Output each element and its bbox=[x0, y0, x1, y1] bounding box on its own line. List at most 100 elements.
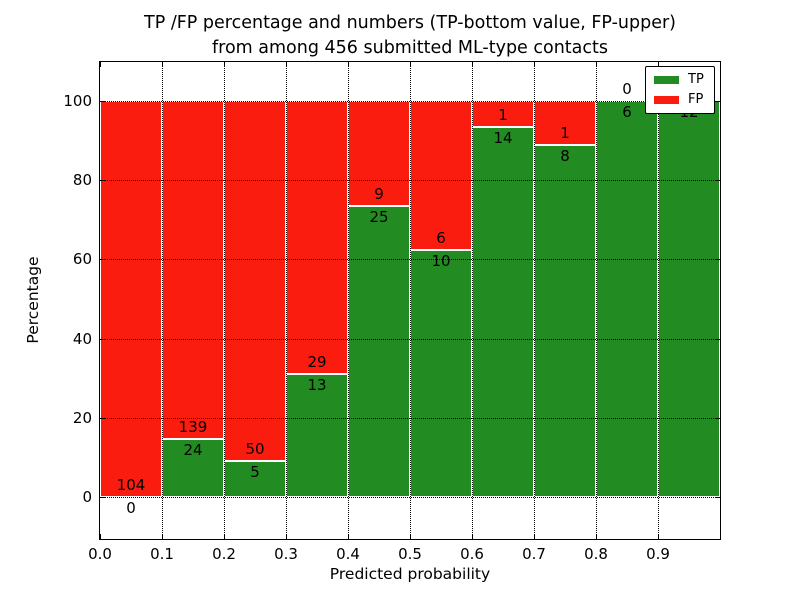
y-tick-mark bbox=[715, 497, 720, 498]
y-tick-mark bbox=[715, 101, 720, 102]
chart-title-line2: from among 456 submitted ML-type contact… bbox=[212, 38, 608, 58]
tp-count-label: 0 bbox=[126, 499, 136, 517]
legend-label: TP bbox=[688, 72, 704, 87]
x-tick-mark bbox=[658, 62, 659, 67]
fp-count-label: 1 bbox=[560, 124, 570, 142]
legend-entry-tp: TP bbox=[654, 73, 706, 87]
x-tick-label: 0.0 bbox=[88, 545, 112, 563]
tp-count-label: 24 bbox=[183, 440, 203, 459]
x-tick-mark bbox=[534, 62, 535, 67]
x-tick-mark bbox=[472, 534, 473, 539]
tp-count-label: 14 bbox=[493, 129, 513, 148]
tp-count-label: 5 bbox=[250, 463, 260, 481]
x-tick-mark bbox=[100, 534, 101, 539]
bar-tp-segment bbox=[348, 205, 410, 497]
x-tick-mark bbox=[658, 534, 659, 539]
tp-count-label: 10 bbox=[431, 251, 451, 270]
x-tick-label: 0.9 bbox=[646, 545, 670, 563]
x-tick-label: 0.3 bbox=[274, 545, 298, 563]
v-gridline bbox=[162, 62, 163, 539]
y-tick-mark bbox=[100, 497, 105, 498]
bar-tp-segment bbox=[658, 101, 720, 497]
x-tick-mark bbox=[348, 62, 349, 67]
bar-fp-segment bbox=[410, 101, 472, 250]
v-gridline bbox=[472, 62, 473, 539]
x-tick-mark bbox=[162, 534, 163, 539]
x-tick-mark bbox=[224, 534, 225, 539]
y-tick-mark bbox=[715, 417, 720, 419]
fp-count-label: 139 bbox=[178, 417, 208, 436]
y-tick-mark bbox=[715, 338, 720, 340]
chart-title: TP /FP percentage and numbers (TP-bottom… bbox=[100, 11, 720, 61]
tp-count-label: 6 bbox=[622, 103, 632, 121]
y-tick-label: 40 bbox=[72, 329, 92, 348]
bar-fp-segment bbox=[100, 101, 162, 497]
y-tick-mark bbox=[100, 417, 105, 419]
x-axis-label: Predicted probability bbox=[329, 565, 491, 583]
fp-count-label: 104 bbox=[116, 476, 146, 494]
x-tick-mark bbox=[348, 534, 349, 539]
x-tick-label: 0.1 bbox=[150, 545, 174, 563]
chart-title-line1: TP /FP percentage and numbers (TP-bottom… bbox=[144, 13, 676, 33]
fp-count-label: 6 bbox=[436, 228, 446, 247]
tp-count-label: 13 bbox=[307, 376, 327, 395]
y-tick-mark bbox=[100, 259, 105, 261]
legend-label: FP bbox=[688, 92, 704, 107]
y-tick-label: 20 bbox=[72, 408, 92, 427]
v-gridline bbox=[596, 62, 597, 539]
bar-fp-segment bbox=[224, 101, 286, 461]
bar-tp-segment bbox=[534, 145, 596, 497]
x-tick-label: 0.8 bbox=[584, 545, 608, 563]
x-tick-mark bbox=[410, 534, 411, 539]
legend-entry-fp: FP bbox=[654, 93, 706, 107]
fp-count-label: 0 bbox=[622, 80, 632, 98]
fp-count-label: 29 bbox=[307, 353, 327, 372]
y-tick-mark bbox=[715, 180, 720, 182]
x-tick-label: 0.4 bbox=[336, 545, 360, 563]
y-tick-label: 80 bbox=[72, 171, 92, 190]
bar-fp-segment bbox=[348, 101, 410, 206]
x-tick-mark bbox=[286, 534, 287, 539]
x-tick-label: 0.2 bbox=[212, 545, 236, 563]
v-gridline bbox=[410, 62, 411, 539]
x-tick-mark bbox=[534, 534, 535, 539]
y-tick-label: 0 bbox=[82, 488, 92, 506]
bar-tp-segment bbox=[472, 127, 534, 497]
y-tick-mark bbox=[100, 338, 105, 340]
bar-tp-segment bbox=[286, 374, 348, 497]
x-tick-mark bbox=[410, 62, 411, 67]
v-gridline bbox=[224, 62, 225, 539]
legend-swatch-tp bbox=[654, 76, 679, 84]
bar-tp-segment bbox=[162, 438, 224, 497]
y-tick-label: 100 bbox=[63, 92, 92, 110]
bar-tp-segment bbox=[596, 101, 658, 497]
y-tick-mark bbox=[100, 180, 105, 182]
x-tick-mark bbox=[286, 62, 287, 67]
fp-count-label: 50 bbox=[245, 440, 265, 458]
x-tick-label: 0.6 bbox=[460, 545, 484, 563]
x-tick-label: 0.7 bbox=[522, 545, 546, 563]
v-gridline bbox=[534, 62, 535, 539]
tp-count-label: 8 bbox=[560, 147, 570, 165]
fp-count-label: 1 bbox=[498, 106, 508, 125]
y-tick-mark bbox=[715, 259, 720, 261]
bar-fp-segment bbox=[286, 101, 348, 375]
x-tick-mark bbox=[472, 62, 473, 67]
x-tick-mark bbox=[596, 534, 597, 539]
x-tick-label: 0.5 bbox=[398, 545, 422, 563]
x-tick-mark bbox=[100, 62, 101, 67]
legend: TP FP bbox=[645, 66, 715, 114]
fp-count-label: 9 bbox=[374, 184, 384, 203]
tp-count-label: 25 bbox=[369, 207, 389, 226]
x-tick-mark bbox=[224, 62, 225, 67]
bar-fp-segment bbox=[534, 101, 596, 145]
bar-tp-segment bbox=[224, 461, 286, 497]
y-tick-label: 60 bbox=[72, 250, 92, 269]
v-gridline bbox=[286, 62, 287, 539]
y-tick-mark bbox=[100, 101, 105, 102]
bar-fp-segment bbox=[162, 101, 224, 439]
x-tick-mark bbox=[596, 62, 597, 67]
v-gridline bbox=[658, 62, 659, 539]
legend-swatch-fp bbox=[654, 96, 679, 104]
